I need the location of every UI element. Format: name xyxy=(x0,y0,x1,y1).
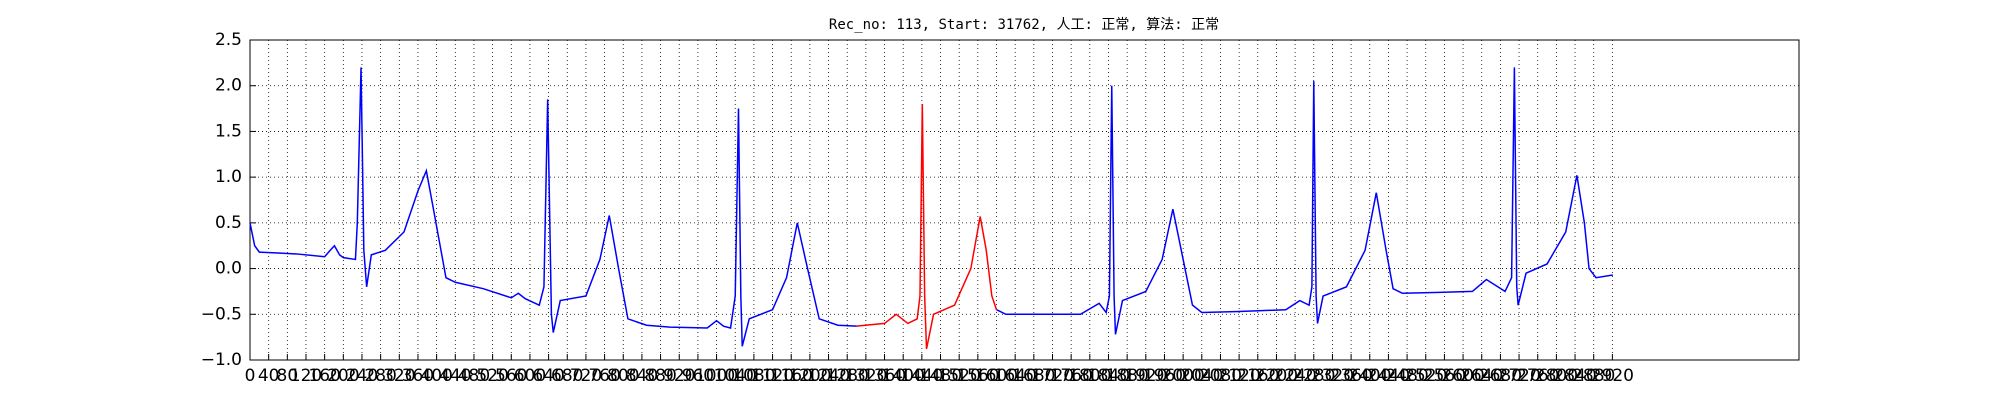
x-tick-label: 1000 xyxy=(695,366,738,386)
chart-title: Rec_no: 113, Start: 31762, 人工: 正常, 算法: 正… xyxy=(829,17,1219,33)
x-tick-label: 1760 xyxy=(1050,366,1093,386)
x-tick-label: 560 xyxy=(495,366,527,386)
y-tick-label: 2.5 xyxy=(215,30,242,50)
x-tick-label: 440 xyxy=(439,366,471,386)
x-tick-label: 1680 xyxy=(1012,366,1055,386)
x-tick-label: 1160 xyxy=(770,366,813,386)
y-tick-label: 1.5 xyxy=(215,121,242,141)
x-tick-label: 1640 xyxy=(994,366,1037,386)
ecg-line xyxy=(856,103,998,350)
x-tick-label: 1800 xyxy=(1068,366,1111,386)
x-tick-label: 1360 xyxy=(863,366,906,386)
x-tick-label: 280 xyxy=(364,366,396,386)
x-tick-label: 2120 xyxy=(1217,366,1260,386)
y-tick-label: 0.5 xyxy=(215,213,242,233)
x-tick-label: 1880 xyxy=(1106,366,1149,386)
x-tick-label: 1240 xyxy=(807,366,850,386)
x-tick-label: 2600 xyxy=(1441,366,1484,386)
x-tick-label: 2480 xyxy=(1385,366,1428,386)
x-tick-label: 1840 xyxy=(1087,366,1130,386)
ecg-line xyxy=(249,67,1613,347)
x-tick-label: 2320 xyxy=(1311,366,1354,386)
x-tick-label: 120 xyxy=(290,366,322,386)
x-tick-label: 1400 xyxy=(882,366,925,386)
x-tick-label: 1560 xyxy=(956,366,999,386)
x-tick-label: 2040 xyxy=(1180,366,1223,386)
x-tick-label: 1120 xyxy=(751,366,794,386)
y-tick-label: −0.5 xyxy=(201,304,242,324)
x-tick-label: 800 xyxy=(607,366,639,386)
x-tick-label: 480 xyxy=(458,366,490,386)
x-tick-label: 2160 xyxy=(1236,366,1279,386)
x-tick-label: 2520 xyxy=(1404,366,1447,386)
x-tick-label: 2840 xyxy=(1553,366,1596,386)
x-tick-label: 80 xyxy=(277,366,299,386)
x-tick-label: 320 xyxy=(383,366,415,386)
y-tick-label: −1.0 xyxy=(201,350,242,370)
x-tick-label: 2920 xyxy=(1591,366,1634,386)
x-tick-label: 1600 xyxy=(975,366,1018,386)
x-tick-label: 2680 xyxy=(1479,366,1522,386)
x-tick-label: 2240 xyxy=(1273,366,1316,386)
x-tick-label: 2880 xyxy=(1572,366,1615,386)
x-tick-label: 880 xyxy=(644,366,676,386)
x-tick-label: 2800 xyxy=(1535,366,1578,386)
y-tick-label: 1.0 xyxy=(215,167,242,187)
x-tick-label: 400 xyxy=(420,366,452,386)
x-tick-label: 2640 xyxy=(1460,366,1503,386)
x-tick-label: 1040 xyxy=(714,366,757,386)
x-tick-label: 1320 xyxy=(844,366,887,386)
x-tick-label: 2200 xyxy=(1255,366,1298,386)
x-tick-label: 360 xyxy=(402,366,434,386)
x-tick-label: 160 xyxy=(308,366,340,386)
x-tick-label: 40 xyxy=(258,366,280,386)
x-tick-label: 2080 xyxy=(1199,366,1242,386)
x-tick-label: 0 xyxy=(245,366,256,386)
x-tick-label: 640 xyxy=(532,366,564,386)
x-tick-label: 1920 xyxy=(1124,366,1167,386)
x-tick-label: 720 xyxy=(570,366,602,386)
x-tick-label: 240 xyxy=(346,366,378,386)
x-tick-label: 760 xyxy=(588,366,620,386)
x-tick-label: 2000 xyxy=(1161,366,1204,386)
x-tick-label: 2360 xyxy=(1329,366,1372,386)
x-tick-label: 1480 xyxy=(919,366,962,386)
x-tick-label: 1520 xyxy=(938,366,981,386)
y-tick-label: 2.0 xyxy=(215,76,242,96)
x-tick-label: 200 xyxy=(327,366,359,386)
y-tick-label: 0.0 xyxy=(215,259,242,279)
x-tick-label: 600 xyxy=(514,366,546,386)
x-tick-label: 2400 xyxy=(1348,366,1391,386)
x-tick-label: 520 xyxy=(476,366,508,386)
x-tick-label: 2280 xyxy=(1292,366,1335,386)
x-tick-label: 680 xyxy=(551,366,583,386)
x-tick-label: 1280 xyxy=(826,366,869,386)
x-tick-label: 840 xyxy=(626,366,658,386)
x-tick-label: 1960 xyxy=(1143,366,1186,386)
x-tick-label: 2560 xyxy=(1423,366,1466,386)
x-tick-label: 2440 xyxy=(1367,366,1410,386)
x-tick-label: 920 xyxy=(663,366,695,386)
x-tick-label: 2760 xyxy=(1516,366,1559,386)
x-tick-label: 1720 xyxy=(1031,366,1074,386)
x-tick-label: 1200 xyxy=(788,366,831,386)
plot-frame xyxy=(249,39,1800,361)
x-tick-label: 2720 xyxy=(1497,366,1540,386)
x-tick-label: 1080 xyxy=(732,366,775,386)
x-tick-label: 1440 xyxy=(900,366,943,386)
x-tick-label: 960 xyxy=(682,366,714,386)
